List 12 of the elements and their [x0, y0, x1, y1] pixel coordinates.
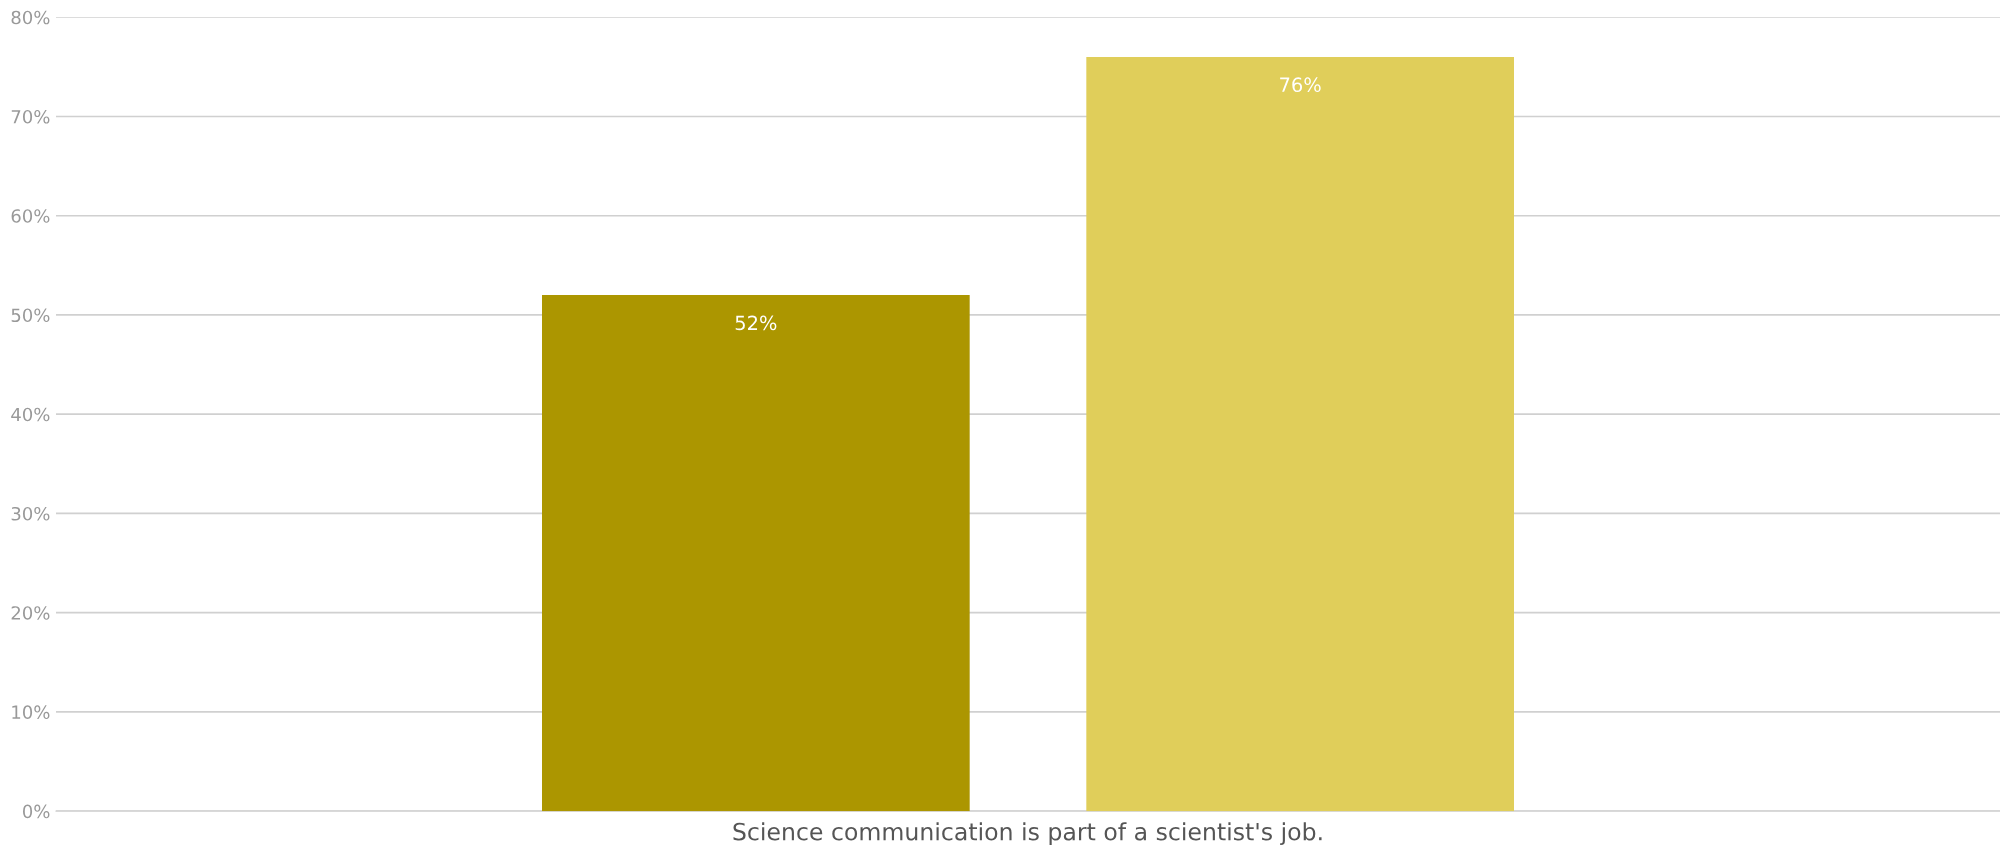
y-tick-label: 20% — [11, 606, 50, 620]
y-tick-label: 80% — [11, 10, 50, 25]
x-tick-label: Science communication is part of a scientist's job. — [733, 822, 1322, 846]
data-label: 76% — [1280, 77, 1321, 93]
y-tick-label: 50% — [11, 308, 50, 323]
y-tick-label: 30% — [11, 506, 50, 521]
y-tick-label: 60% — [11, 209, 50, 223]
y-tick-label: 40% — [11, 407, 50, 422]
y-tick-label: 10% — [12, 705, 50, 720]
y-tick-label: 0% — [22, 804, 50, 819]
y-tick-label: 70% — [11, 109, 50, 124]
data-label: 52% — [735, 315, 777, 331]
